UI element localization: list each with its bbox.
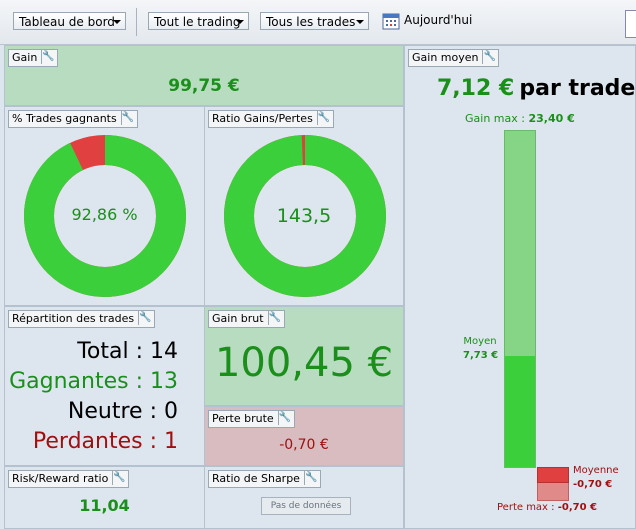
average-gain-bar-label: Moyen 7,73 €: [463, 336, 499, 361]
average-gain-headline: 7,12 € par trade: [437, 76, 635, 101]
loss-bar-max: [537, 483, 569, 501]
average-gain-title-label: Gain moyen: [412, 51, 479, 64]
total-value: 14: [150, 339, 178, 364]
ratio-donut-gain-segment: [224, 135, 386, 297]
toolbar-separator: [136, 8, 137, 36]
gain-panel: Gain 🔧 99,75 €: [4, 45, 404, 106]
max-gain-value: 23,40 €: [528, 112, 575, 125]
trading-dropdown[interactable]: Tout le trading: [148, 12, 249, 30]
chevron-down-icon: [356, 20, 364, 24]
repartition-panel: Répartition des trades 🔧 Total : 14 Gagna…: [4, 306, 205, 466]
trades-dropdown-label: Tous les trades: [266, 15, 356, 29]
winning-count: Gagnantes : 13: [9, 369, 178, 394]
gain-title-label: Gain: [12, 51, 38, 64]
neutral-label: Neutre :: [67, 399, 157, 424]
loss-average-value: -0,70 €: [573, 479, 613, 490]
max-loss-label-text: Perte max :: [497, 502, 555, 513]
max-gain-label-text: Gain max :: [465, 112, 525, 125]
total-label: Total :: [77, 339, 143, 364]
wrench-icon[interactable]: 🔧: [267, 311, 282, 325]
loss-bar: [537, 467, 569, 501]
wrench-icon[interactable]: 🔧: [316, 111, 331, 125]
wrench-icon[interactable]: 🔧: [120, 111, 135, 125]
wrench-icon[interactable]: 🔧: [303, 471, 318, 485]
losing-label: Perdantes :: [32, 429, 157, 454]
repartition-title[interactable]: Répartition des trades 🔧: [8, 310, 156, 328]
gain-bar: [504, 130, 536, 468]
calendar-icon[interactable]: [382, 12, 400, 30]
win-percentage-panel: % Trades gagnants 🔧 92,86 %: [4, 106, 205, 306]
average-gain-title[interactable]: Gain moyen 🔧: [408, 49, 500, 67]
sharpe-panel: Ratio de Sharpe 🔧 Pas de données: [204, 466, 404, 529]
toolbar-overflow-icon[interactable]: [625, 10, 636, 38]
chevron-down-icon: [113, 20, 121, 24]
loss-bar-average: [537, 467, 569, 483]
win-percentage-value: 92,86 %: [71, 205, 138, 224]
wrench-icon[interactable]: 🔧: [482, 50, 496, 64]
risk-reward-title-label: Risk/Reward ratio: [12, 472, 109, 485]
average-label: Moyen: [463, 336, 497, 347]
ratio-panel: Ratio Gains/Pertes 🔧 143,5: [204, 106, 404, 306]
risk-reward-value: 11,04: [79, 496, 130, 515]
max-loss-label: Perte max : -0,70 €: [497, 502, 597, 513]
gross-gain-value: 100,45 €: [214, 340, 394, 386]
gross-loss-panel: Perte brute 🔧 -0,70 €: [204, 406, 404, 466]
gross-loss-value: -0,70 €: [279, 437, 329, 453]
ratio-title-label: Ratio Gains/Pertes: [212, 112, 313, 125]
win-percentage-donut: [24, 135, 186, 297]
win-percentage-title-label: % Trades gagnants: [12, 112, 117, 125]
average-gain-value: 7,12 €: [437, 76, 515, 101]
gain-value: 99,75 €: [168, 76, 240, 96]
losing-count: Perdantes : 1: [33, 429, 178, 454]
gain-bar-average-fill: [505, 356, 535, 467]
win-donut-win-segment: [24, 135, 186, 297]
gross-gain-title[interactable]: Gain brut 🔧: [208, 310, 285, 328]
dashboard-dropdown-label: Tableau de bord: [19, 15, 115, 29]
average-bar-value: 7,73 €: [463, 350, 499, 361]
max-gain-label: Gain max : 23,40 €: [465, 112, 575, 125]
gross-gain-title-label: Gain brut: [212, 312, 264, 325]
neutral-count: Neutre : 0: [68, 399, 178, 424]
win-percentage-title[interactable]: % Trades gagnants 🔧: [8, 110, 138, 128]
gross-gain-panel: Gain brut 🔧 100,45 €: [204, 306, 404, 406]
repartition-title-label: Répartition des trades: [12, 312, 135, 325]
risk-reward-title[interactable]: Risk/Reward ratio 🔧: [8, 470, 130, 488]
ratio-donut: [224, 135, 386, 297]
wrench-icon[interactable]: 🔧: [138, 311, 152, 325]
ratio-value: 143,5: [276, 205, 332, 227]
chevron-down-icon: [236, 20, 244, 24]
trades-dropdown[interactable]: Tous les trades: [260, 12, 369, 30]
gross-loss-title[interactable]: Perte brute 🔧: [208, 410, 295, 428]
sharpe-title-label: Ratio de Sharpe: [212, 472, 300, 485]
no-data-button[interactable]: Pas de données: [261, 497, 351, 515]
risk-reward-panel: Risk/Reward ratio 🔧 11,04: [4, 466, 205, 529]
ratio-title[interactable]: Ratio Gains/Pertes 🔧: [208, 110, 334, 128]
trading-dropdown-label: Tout le trading: [154, 15, 241, 29]
loss-average-label: Moyenne -0,70 €: [573, 465, 619, 490]
max-loss-value: -0,70 €: [557, 502, 597, 513]
losing-value: 1: [164, 429, 178, 454]
wrench-icon[interactable]: 🔧: [41, 50, 55, 64]
winning-value: 13: [150, 369, 178, 394]
winning-label: Gagnantes :: [9, 369, 143, 394]
dashboard-dropdown[interactable]: Tableau de bord: [13, 12, 126, 30]
sharpe-title[interactable]: Ratio de Sharpe 🔧: [208, 470, 321, 488]
average-gain-panel: Gain moyen 🔧 7,12 € par trade Gain max : …: [404, 45, 636, 529]
average-gain-suffix: par trade: [519, 76, 636, 101]
wrench-icon[interactable]: 🔧: [112, 471, 126, 485]
wrench-icon[interactable]: 🔧: [277, 411, 292, 425]
neutral-value: 0: [164, 399, 178, 424]
gross-loss-title-label: Perte brute: [212, 412, 274, 425]
toolbar: Tableau de bord Tout le trading Tous les…: [0, 0, 636, 45]
gain-title[interactable]: Gain 🔧: [8, 49, 59, 67]
today-button[interactable]: Aujourd'hui: [404, 13, 473, 27]
loss-average-label-text: Moyenne: [573, 465, 619, 476]
total-count: Total : 14: [77, 339, 178, 364]
